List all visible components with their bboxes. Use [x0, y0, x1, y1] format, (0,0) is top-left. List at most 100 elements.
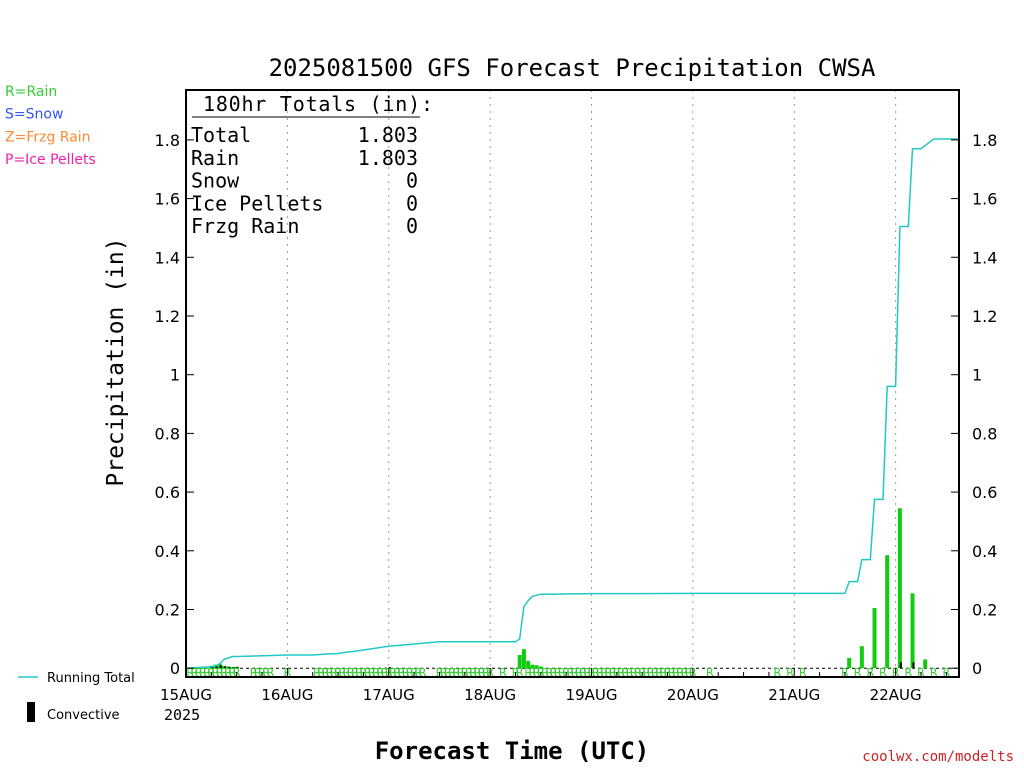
- totals-row-label: Snow: [191, 169, 240, 193]
- rain-marker: R: [685, 666, 693, 679]
- year-label: 2025: [164, 706, 200, 724]
- rain-bar: [526, 660, 531, 669]
- y-tick-label-left: 0: [170, 659, 180, 678]
- rain-marker: R: [609, 666, 617, 679]
- rain-marker: R: [647, 666, 655, 679]
- rain-marker: R: [605, 666, 613, 679]
- y-tick-label-right: 0.8: [972, 424, 997, 443]
- y-tick-label-left: 1.6: [155, 190, 180, 209]
- y-tick-label-right: 0: [972, 659, 982, 678]
- rain-marker: R: [482, 666, 490, 679]
- rain-marker: R: [465, 666, 473, 679]
- rain-marker: R: [630, 666, 638, 679]
- precip-type-legend: R=Rain S=Snow Z=Frzg Rain P=Ice Pellets: [5, 84, 96, 168]
- y-tick-label-right: 1.6: [972, 190, 997, 209]
- rain-marker: R: [376, 666, 384, 679]
- convective-bar: [899, 662, 902, 669]
- rain-marker: R: [330, 666, 338, 679]
- y-tick-label-right: 1: [972, 366, 982, 385]
- rain-bar: [521, 649, 526, 669]
- rain-marker: R: [524, 666, 532, 679]
- rain-marker: R: [195, 666, 203, 679]
- rain-marker: R: [254, 666, 262, 679]
- running-total-legend-label: Running Total: [47, 671, 135, 686]
- y-axis-right: 0 0.2 0.4 0.6 0.8 1 1.2 1.4 1.6 1.8: [951, 131, 997, 678]
- rain-marker: R: [681, 666, 689, 679]
- rain-marker: R: [343, 666, 351, 679]
- grid-lines: [186, 90, 959, 677]
- rain-marker: R: [659, 666, 667, 679]
- type-legend-item: S=Snow: [5, 107, 63, 123]
- convective-bar: [388, 667, 391, 669]
- totals-row-label: Rain: [191, 146, 239, 170]
- totals-header: 180hr Totals (in):: [203, 92, 433, 116]
- rain-bar: [910, 593, 915, 669]
- y-tick-label-left: 0.8: [155, 424, 180, 443]
- rain-marker: R: [250, 666, 258, 679]
- rain-bar: [885, 555, 890, 669]
- y-tick-label-left: 1: [170, 366, 180, 385]
- rain-marker: R: [419, 666, 427, 679]
- rain-marker: R: [575, 666, 583, 679]
- rain-marker: R: [651, 666, 659, 679]
- rain-bar: [538, 666, 543, 669]
- y-tick-label-left: 0.4: [155, 542, 180, 561]
- rain-marker: R: [558, 666, 566, 679]
- rain-marker: R: [799, 666, 807, 679]
- convective-bar: [219, 665, 222, 669]
- rain-marker: R: [478, 666, 486, 679]
- rain-marker: R: [879, 666, 887, 679]
- running-total-legend: Running Total: [18, 671, 135, 686]
- rain-marker: R: [203, 666, 211, 679]
- rain-marker: R: [191, 666, 199, 679]
- rain-bar: [534, 665, 539, 669]
- rain-marker: R: [262, 666, 270, 679]
- rain-marker: R: [550, 666, 558, 679]
- rain-marker: R: [440, 666, 448, 679]
- rain-marker: R: [313, 666, 321, 679]
- rain-bar: [923, 659, 928, 669]
- totals-row-value: 0: [406, 191, 418, 215]
- rain-marker: R: [474, 666, 482, 679]
- y-tick-label-right: 1.2: [972, 307, 997, 326]
- rain-marker: R: [541, 666, 549, 679]
- y-tick-label-right: 1.4: [972, 248, 997, 267]
- x-tick-label: 16AUG: [261, 686, 313, 704]
- rain-marker: R: [444, 666, 452, 679]
- convective-bar: [224, 666, 227, 669]
- x-axis: 15AUG 16AUG 17AUG 18AUG 19AUG 20AUG 21AUG 22AUG: [160, 668, 947, 704]
- rain-marker: R: [545, 666, 553, 679]
- convective-legend-swatch: [27, 702, 35, 722]
- totals-row-label: Ice Pellets: [191, 191, 323, 215]
- rain-marker: R: [774, 666, 782, 679]
- rain-marker: R: [621, 666, 629, 679]
- type-legend-item: Z=Frzg Rain: [5, 129, 91, 145]
- rain-marker: R: [634, 666, 642, 679]
- y-tick-label-left: 1.2: [155, 307, 180, 326]
- rain-marker: R: [854, 666, 862, 679]
- y-tick-label-right: 0.4: [972, 542, 997, 561]
- rain-marker: R: [381, 666, 389, 679]
- totals-row-label: Total: [191, 123, 251, 147]
- totals-row-label: Frzg Rain: [191, 214, 299, 238]
- x-tick-label: 18AUG: [464, 686, 516, 704]
- rain-marker: R: [389, 666, 397, 679]
- rain-marker: R: [351, 666, 359, 679]
- rain-marker: R: [617, 666, 625, 679]
- rain-marker: R: [199, 666, 207, 679]
- rain-marker: R: [706, 666, 714, 679]
- rain-marker: R: [600, 666, 608, 679]
- type-legend-item: R=Rain: [5, 84, 57, 100]
- convective-bar: [232, 667, 235, 669]
- type-legend-item: P=Ice Pellets: [5, 152, 96, 168]
- x-tick-label: 19AUG: [566, 686, 618, 704]
- rain-marker: R: [643, 666, 651, 679]
- totals-row-value: 0: [406, 169, 418, 193]
- convective-legend: Convective: [27, 702, 120, 723]
- rain-marker: R: [402, 666, 410, 679]
- rain-marker: R: [364, 666, 372, 679]
- rain-marker: R: [672, 666, 680, 679]
- rain-marker: R: [626, 666, 634, 679]
- convective-bar: [236, 667, 239, 669]
